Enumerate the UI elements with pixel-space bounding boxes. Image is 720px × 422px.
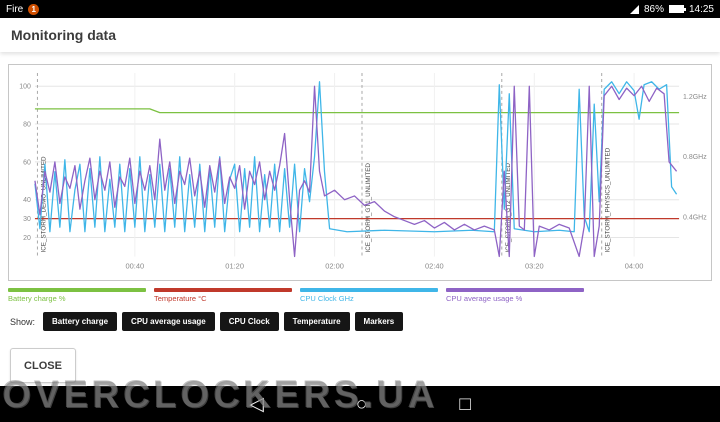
legend-label: CPU Clock GHz: [300, 294, 354, 303]
notification-badge: 1: [28, 3, 40, 15]
signal-icon: [629, 4, 639, 14]
svg-text:100: 100: [19, 84, 31, 91]
legend-item-cpu-usage: CPU average usage %: [446, 288, 584, 303]
monitor-chart: 20 30 40 60 80 100 00:40 01:20 02:00 02:40 03:20 04…: [19, 72, 707, 270]
toggle-cpu-clock-button[interactable]: CPU Clock: [219, 312, 279, 331]
page-header: Monitoring data: [0, 18, 720, 52]
legend-bar: [300, 288, 438, 292]
toggle-battery-charge-button[interactable]: Battery charge: [43, 312, 118, 331]
legend-bar: [154, 288, 292, 292]
svg-text:1.2GHz: 1.2GHz: [683, 94, 707, 101]
svg-text:02:40: 02:40: [425, 261, 444, 270]
show-label: Show:: [10, 316, 36, 327]
battery-percent: 86%: [643, 3, 664, 15]
back-icon[interactable]: ◁: [249, 393, 264, 415]
svg-text:ICE_STORM_PHYSICS_UNLIMITED: ICE_STORM_PHYSICS_UNLIMITED: [605, 147, 612, 252]
legend-item-cpu-clock: CPU Clock GHz: [300, 288, 438, 303]
toggle-cpu-average-usage-button[interactable]: CPU average usage: [122, 312, 215, 331]
status-bar: Fire 1 86% 14:25: [0, 0, 720, 18]
svg-text:ICE_STORM_GT1_UNLIMITED: ICE_STORM_GT1_UNLIMITED: [365, 163, 372, 253]
close-button[interactable]: CLOSE: [10, 348, 76, 383]
legend-item-temperature: Temperature °C: [154, 288, 292, 303]
toggle-temperature-button[interactable]: Temperature: [283, 312, 350, 331]
battery-icon: [668, 5, 686, 13]
legend-label: Battery charge %: [8, 294, 66, 303]
monitoring-chart-card: 20 30 40 60 80 100 00:40 01:20 02:00 02:40 03:20 04…: [8, 64, 712, 282]
device-label: Fire: [6, 3, 24, 15]
status-bar-left: Fire 1: [6, 3, 40, 15]
svg-text:03:20: 03:20: [525, 261, 544, 270]
legend-bar: [8, 288, 146, 292]
svg-text:01:20: 01:20: [225, 261, 244, 270]
status-bar-right: 86% 14:25: [629, 3, 714, 15]
show-toggle-row: Show: Battery charge CPU average usage C…: [10, 312, 404, 331]
legend-label: Temperature °C: [154, 294, 207, 303]
svg-text:02:00: 02:00: [325, 261, 344, 270]
svg-text:ICE_STORM_DEMO_UNLIMITED: ICE_STORM_DEMO_UNLIMITED: [40, 156, 47, 252]
svg-text:0.4GHz: 0.4GHz: [683, 214, 707, 221]
legend-label: CPU average usage %: [446, 294, 523, 303]
svg-text:00:40: 00:40: [126, 261, 145, 270]
svg-text:0.8GHz: 0.8GHz: [683, 154, 707, 161]
page-title: Monitoring data: [11, 27, 116, 43]
svg-text:ICE_STORM_GT2_UNLIMITED: ICE_STORM_GT2_UNLIMITED: [505, 163, 512, 253]
svg-text:20: 20: [23, 235, 31, 242]
home-icon[interactable]: ○: [355, 393, 368, 415]
svg-text:40: 40: [23, 197, 31, 204]
svg-text:30: 30: [23, 216, 31, 223]
recents-icon[interactable]: □: [459, 393, 471, 415]
svg-text:04:00: 04:00: [625, 261, 644, 270]
clock-text: 14:25: [688, 3, 714, 15]
svg-text:60: 60: [23, 159, 31, 166]
android-nav-bar: ◁ ○ □: [0, 386, 720, 422]
svg-text:80: 80: [23, 122, 31, 129]
toggle-markers-button[interactable]: Markers: [354, 312, 404, 331]
chart-legend: Battery charge % Temperature °C CPU Cloc…: [8, 288, 584, 303]
legend-item-battery: Battery charge %: [8, 288, 146, 303]
legend-bar: [446, 288, 584, 292]
